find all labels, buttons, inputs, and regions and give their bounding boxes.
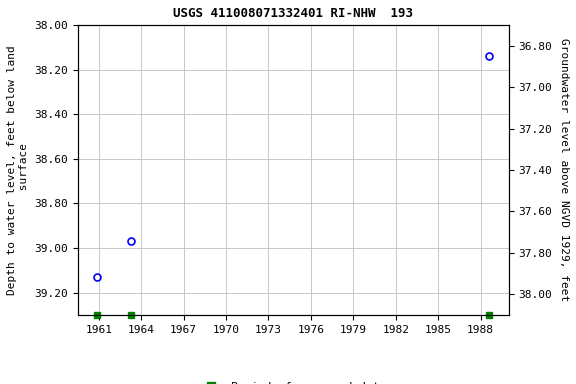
Title: USGS 411008071332401 RI-NHW  193: USGS 411008071332401 RI-NHW 193 — [173, 7, 413, 20]
Y-axis label: Groundwater level above NGVD 1929, feet: Groundwater level above NGVD 1929, feet — [559, 38, 569, 302]
Y-axis label: Depth to water level, feet below land
 surface: Depth to water level, feet below land su… — [7, 45, 29, 295]
Legend: Period of approved data: Period of approved data — [196, 377, 391, 384]
